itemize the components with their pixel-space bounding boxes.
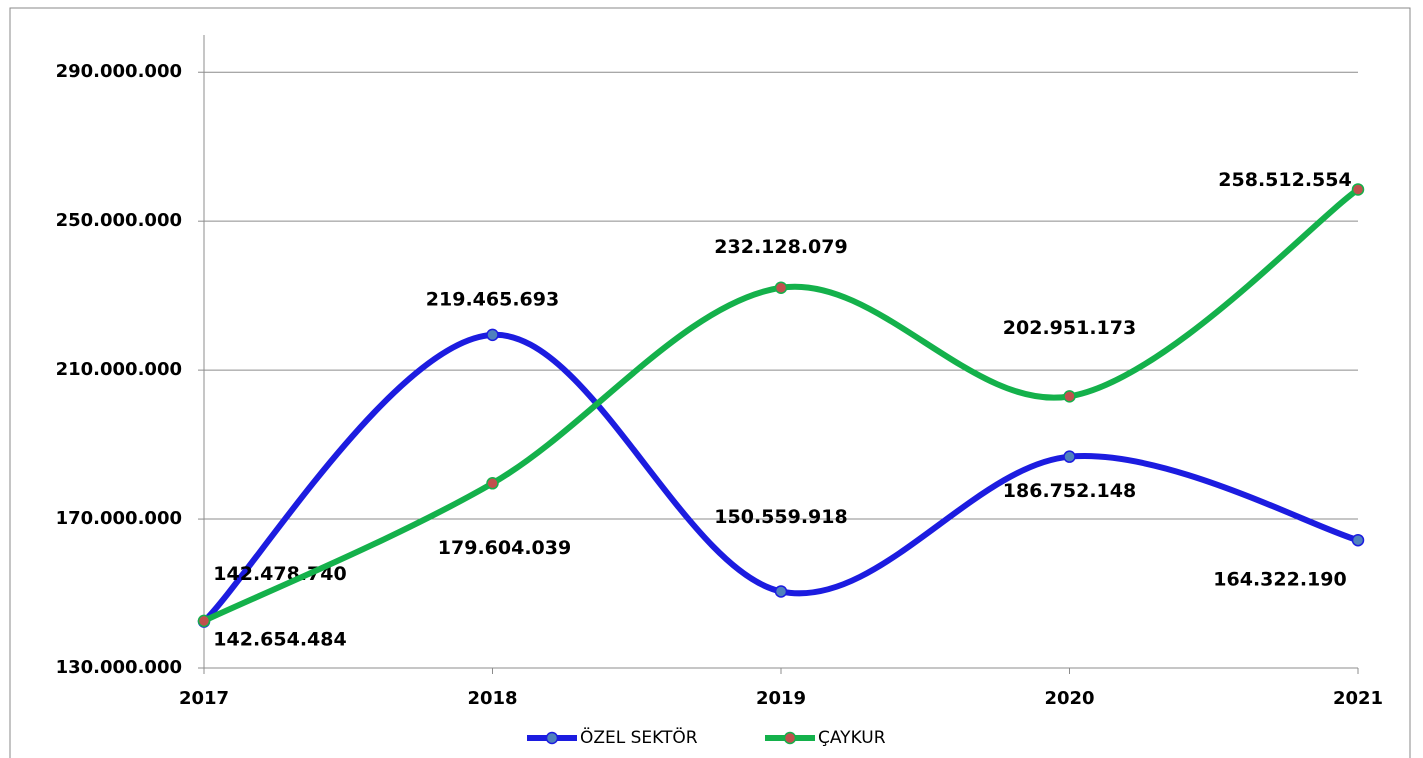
point <box>774 281 788 294</box>
chart-frame <box>9 7 1411 758</box>
data-label: 164.322.190 <box>1213 569 1346 591</box>
x-tick-label: 2019 <box>756 688 806 709</box>
y-tick-label: 210.000.000 <box>56 359 182 380</box>
x-tick-label: 2021 <box>1333 688 1383 709</box>
y-tick-label: 170.000.000 <box>56 508 182 529</box>
legend-label: ÖZEL SEKTÖR <box>580 726 698 748</box>
x-tick-label: 2017 <box>179 688 229 709</box>
data-label: 258.512.554 <box>1218 169 1351 191</box>
data-label: 202.951.173 <box>1003 317 1136 339</box>
legend-marker <box>783 731 797 745</box>
point <box>1063 390 1076 403</box>
point <box>197 614 211 628</box>
data-label: 219.465.693 <box>426 288 559 310</box>
point <box>1351 533 1365 547</box>
point <box>1351 183 1365 196</box>
y-tick-label: 290.000.000 <box>56 61 182 82</box>
x-tick-label: 2020 <box>1044 688 1094 709</box>
y-tick-label: 130.000.000 <box>56 657 182 678</box>
x-tick-label: 2018 <box>467 688 517 709</box>
point <box>1063 450 1076 463</box>
data-label: 232.128.079 <box>714 236 847 258</box>
data-label: 179.604.039 <box>438 537 571 559</box>
data-label: 150.559.918 <box>714 506 847 528</box>
y-tick-label: 250.000.000 <box>56 210 182 231</box>
data-label: 186.752.148 <box>1003 480 1136 502</box>
point <box>486 477 499 490</box>
legend-marker <box>545 731 559 745</box>
point <box>486 328 499 342</box>
data-label: 142.478.740 <box>213 563 346 585</box>
point <box>774 585 788 598</box>
series-line <box>201 331 1361 625</box>
legend-label: ÇAYKUR <box>818 728 886 748</box>
data-label: 142.654.484 <box>213 628 346 650</box>
